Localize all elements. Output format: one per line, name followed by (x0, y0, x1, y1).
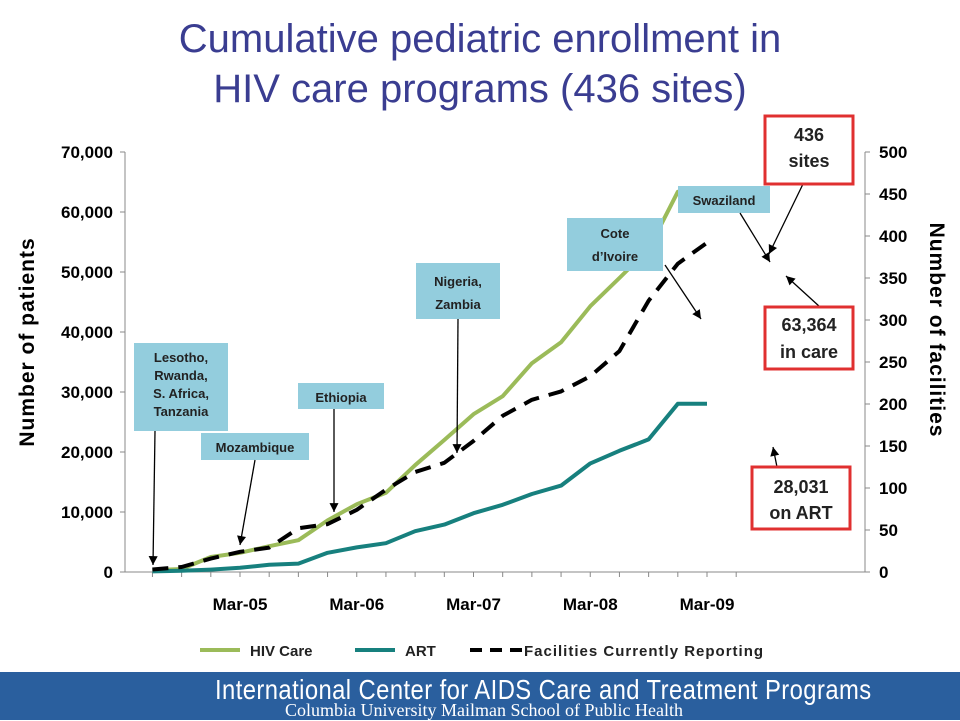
x-tick-label: Mar-05 (213, 595, 268, 614)
country-arrow-head (329, 503, 339, 512)
country-label-text: Tanzania (154, 404, 209, 419)
country-label-text: Rwanda, (154, 368, 207, 383)
country-arrow-head (452, 444, 462, 453)
footer-school: Columbia University Mailman School of Pu… (285, 700, 683, 720)
country-label-text: S. Africa, (153, 386, 209, 401)
y2-tick-label: 150 (879, 437, 907, 456)
country-label-text: Ethiopia (315, 390, 367, 405)
footer-organization: International Center for AIDS Care and T… (215, 674, 872, 705)
country-arrow-line (456, 318, 459, 454)
callout-arrow-head (768, 244, 777, 254)
y-tick-label: 70,000 (61, 143, 113, 162)
y-tick-label: 40,000 (61, 323, 113, 342)
country-arrow-head (692, 309, 701, 319)
legend-label: Facilities Currently Reporting (524, 643, 764, 660)
country-arrow-head (237, 535, 246, 545)
callout-box (763, 114, 855, 186)
x-tick-label: Mar-08 (563, 595, 618, 614)
y2-axis-title: Number of facilities (925, 223, 948, 438)
chart-title-line1: Cumulative pediatric enrollment in (178, 17, 782, 61)
country-label-text: Cote (601, 226, 630, 241)
country-label-box (201, 433, 309, 460)
callout-text: in care (780, 342, 838, 362)
country-arrow-head (761, 252, 770, 262)
country-label-box (567, 218, 663, 271)
country-label-box (678, 186, 770, 213)
country-label-text: Swaziland (693, 193, 756, 208)
callout-box (763, 305, 855, 371)
x-tick-label: Mar-07 (446, 595, 501, 614)
callout-box (750, 465, 852, 531)
y2-tick-label: 0 (879, 563, 888, 582)
legend-label: HIV Care (250, 643, 313, 660)
country-label-box (416, 263, 500, 319)
y-tick-label: 20,000 (61, 443, 113, 462)
y2-tick-label: 450 (879, 185, 907, 204)
y-tick-label: 30,000 (61, 383, 113, 402)
country-arrow-line (152, 430, 156, 566)
callout-text: 436 (794, 125, 824, 145)
y2-tick-label: 500 (879, 143, 907, 162)
x-tick-label: Mar-06 (329, 595, 384, 614)
y2-tick-label: 50 (879, 521, 898, 540)
chart-title: Cumulative pediatric enrollment in HIV c… (0, 14, 960, 114)
country-arrow-line (664, 264, 702, 320)
y-tick-label: 50,000 (61, 263, 113, 282)
y-tick-label: 60,000 (61, 203, 113, 222)
series-line-facilities-currently-reporting (152, 241, 709, 572)
country-arrow-head (148, 556, 158, 565)
callout-text: 28,031 (773, 477, 828, 497)
y2-tick-label: 200 (879, 395, 907, 414)
y-tick-label: 10,000 (61, 503, 113, 522)
country-label-text: Nigeria, (434, 274, 482, 289)
y2-tick-label: 350 (879, 269, 907, 288)
x-tick-label: Mar-09 (680, 595, 735, 614)
chart-title-line2: HIV care programs (436 sites) (213, 67, 747, 111)
callout-arrow-head (786, 276, 796, 286)
line-chart: 0 10,000 20,000 30,000 40,000 50,000 60,000 70,… (16, 114, 948, 660)
callout-arrow-head (770, 447, 780, 457)
callout-text: on ART (769, 503, 832, 523)
series-line-art (152, 401, 707, 574)
y2-tick-label: 400 (879, 227, 907, 246)
y-tick-label: 0 (104, 563, 113, 582)
y2-tick-label: 250 (879, 353, 907, 372)
country-label-text: Lesotho, (154, 350, 208, 365)
callout-text: 63,364 (781, 315, 836, 335)
country-label-text: Zambia (435, 297, 481, 312)
callout-text: sites (788, 151, 829, 171)
country-label-box (134, 343, 228, 431)
y-axis-title: Number of patients (16, 237, 39, 446)
country-label-text: d’Ivoire (592, 249, 638, 264)
country-label-box (298, 383, 384, 409)
country-arrow-line (239, 459, 256, 546)
y2-tick-label: 300 (879, 311, 907, 330)
legend-label: ART (405, 643, 436, 660)
country-arrow-line (739, 212, 771, 263)
y2-tick-label: 100 (879, 479, 907, 498)
callout-arrow-line (768, 183, 804, 255)
footer-banner: International Center for AIDS Care and T… (0, 672, 960, 720)
series-line-hiv-care (152, 189, 707, 573)
country-label-text: Mozambique (216, 440, 295, 455)
